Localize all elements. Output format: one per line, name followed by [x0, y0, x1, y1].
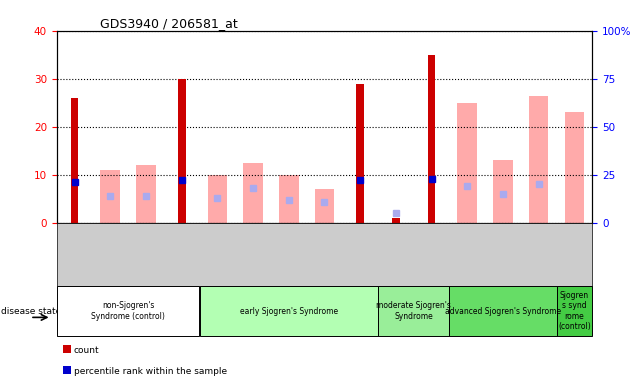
Bar [457, 103, 477, 223]
Bar [564, 112, 584, 223]
Text: Sjogren
s synd
rome
(control): Sjogren s synd rome (control) [558, 291, 591, 331]
Text: GDS3940 / 206581_at: GDS3940 / 206581_at [100, 17, 238, 30]
Text: disease state: disease state [1, 306, 61, 316]
Text: advanced Sjogren's Syndrome: advanced Sjogren's Syndrome [445, 306, 561, 316]
Bar [207, 175, 227, 223]
Bar [392, 218, 400, 223]
Text: percentile rank within the sample: percentile rank within the sample [74, 367, 227, 376]
Bar [428, 55, 435, 223]
Bar [529, 96, 549, 223]
Bar [71, 98, 79, 223]
Bar [356, 84, 364, 223]
Text: early Sjogren's Syndrome: early Sjogren's Syndrome [239, 306, 338, 316]
Text: non-Sjogren's
Syndrome (control): non-Sjogren's Syndrome (control) [91, 301, 165, 321]
Text: count: count [74, 346, 100, 355]
Bar [279, 175, 299, 223]
Bar [243, 163, 263, 223]
Bar [493, 161, 513, 223]
Bar [314, 189, 335, 223]
Text: moderate Sjogren's
Syndrome: moderate Sjogren's Syndrome [376, 301, 451, 321]
Bar [178, 79, 186, 223]
Bar [100, 170, 120, 223]
Bar [136, 165, 156, 223]
